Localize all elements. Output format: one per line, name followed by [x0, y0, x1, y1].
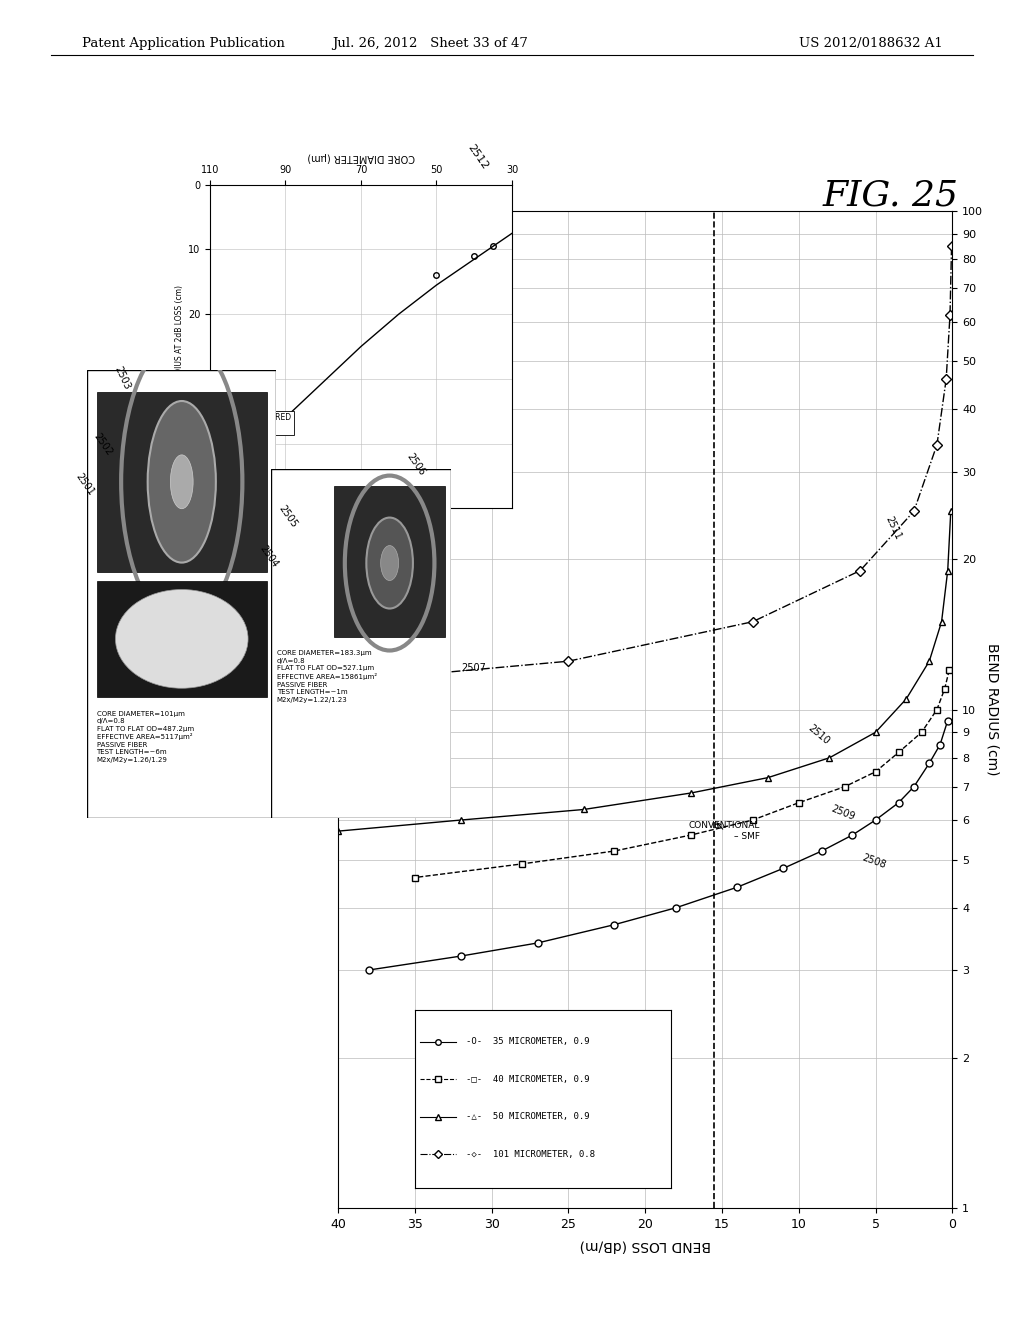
X-axis label: BEND LOSS (dB/m): BEND LOSS (dB/m)	[580, 1239, 711, 1253]
Text: 2510: 2510	[807, 723, 831, 747]
Y-axis label: BEND RADIUS (cm): BEND RADIUS (cm)	[986, 643, 999, 776]
Text: -O-  35 MICROMETER, 0.9: -O- 35 MICROMETER, 0.9	[466, 1038, 590, 1047]
Bar	[96, 392, 267, 572]
Text: Jul. 26, 2012   Sheet 33 of 47: Jul. 26, 2012 Sheet 33 of 47	[332, 37, 528, 50]
Bar	[334, 486, 445, 636]
X-axis label: CORE DIAMETER (μm): CORE DIAMETER (μm)	[307, 152, 415, 161]
Circle shape	[367, 517, 413, 609]
Text: CORE DIAMETER=183.3μm
d/Λ=0.8
FLAT TO FLAT OD=527.1μm
EFFECTIVE AREA=15861μm²
PA: CORE DIAMETER=183.3μm d/Λ=0.8 FLAT TO FL…	[276, 651, 377, 702]
Y-axis label: BEND RADIUS AT 2dB LOSS (cm): BEND RADIUS AT 2dB LOSS (cm)	[175, 285, 183, 408]
Text: O MEASURED
— FIT: O MEASURED — FIT	[241, 413, 291, 433]
Text: FIG. 25: FIG. 25	[823, 178, 958, 213]
Circle shape	[147, 401, 216, 562]
Circle shape	[381, 545, 398, 581]
Text: 2502: 2502	[91, 432, 114, 458]
Circle shape	[170, 455, 194, 508]
Text: 2509: 2509	[829, 804, 856, 822]
Text: 2504: 2504	[258, 544, 281, 570]
Text: 2505: 2505	[276, 504, 299, 531]
Text: 2512: 2512	[466, 143, 490, 172]
Text: -△-  50 MICROMETER, 0.9: -△- 50 MICROMETER, 0.9	[466, 1113, 590, 1121]
Text: 2501: 2501	[74, 471, 96, 498]
Text: -□-  40 MICROMETER, 0.9: -□- 40 MICROMETER, 0.9	[466, 1074, 590, 1084]
Text: 2506: 2506	[404, 451, 427, 478]
Text: 2508: 2508	[860, 853, 887, 870]
Bar	[96, 581, 267, 697]
Text: CORE DIAMETER=101μm
d/Λ=0.8
FLAT TO FLAT OD=487.2μm
EFFECTIVE AREA=5117μm²
PASSI: CORE DIAMETER=101μm d/Λ=0.8 FLAT TO FLAT…	[96, 710, 194, 763]
Text: 2511: 2511	[883, 515, 903, 541]
Text: 2503: 2503	[113, 364, 132, 392]
Text: US 2012/0188632 A1: US 2012/0188632 A1	[799, 37, 942, 50]
Text: -◇-  101 MICROMETER, 0.8: -◇- 101 MICROMETER, 0.8	[466, 1150, 595, 1159]
Text: 2507: 2507	[461, 663, 485, 673]
Ellipse shape	[116, 590, 248, 688]
Text: Patent Application Publication: Patent Application Publication	[82, 37, 285, 50]
Text: CONVENTIONAL
– SMF: CONVENTIONAL – SMF	[689, 821, 760, 841]
